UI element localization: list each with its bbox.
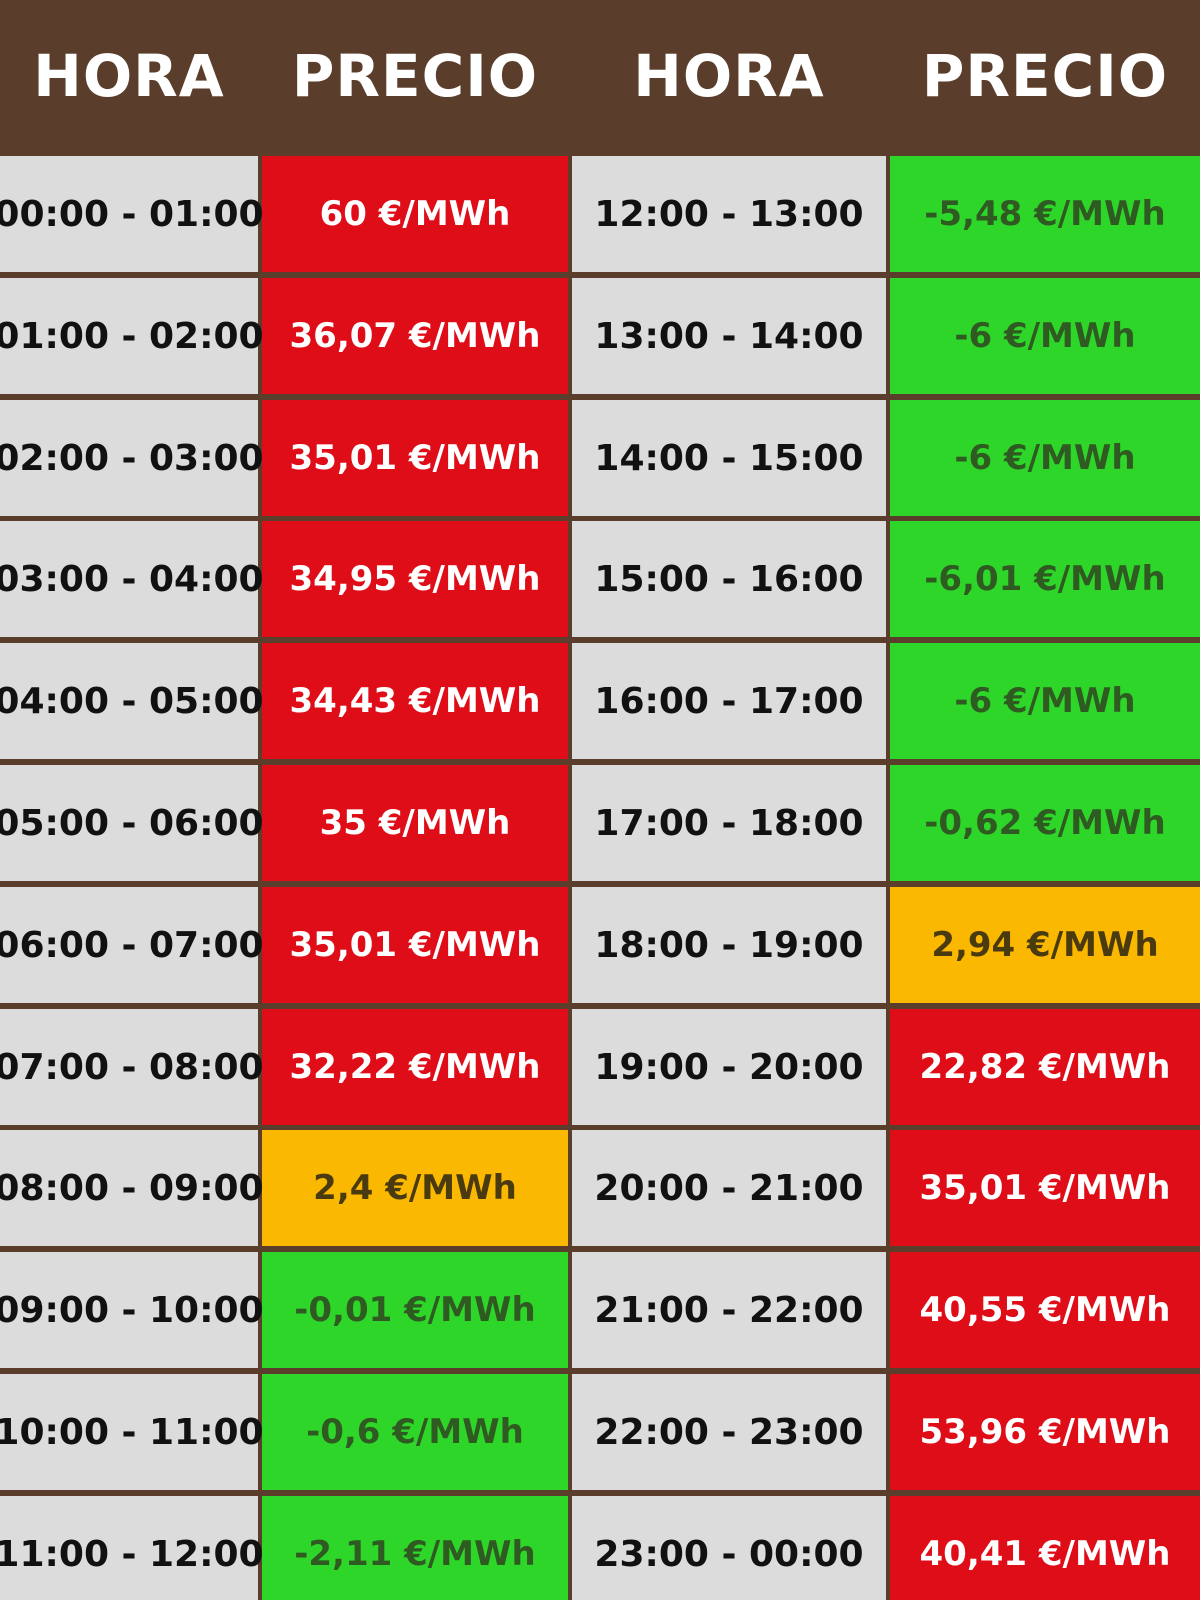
hora-cell: 04:00 - 05:00	[0, 643, 264, 759]
header-precio-right: PRECIO	[921, 42, 1169, 110]
header-hora-right: HORA	[633, 42, 825, 110]
hora-cell: 07:00 - 08:00	[0, 1009, 264, 1125]
precio-cell: 22,82 €/MWh	[890, 1009, 1200, 1125]
hora-cell: 01:00 - 02:00	[0, 278, 264, 394]
precio-cell: 35 €/MWh	[262, 765, 568, 881]
precio-cell: 35,01 €/MWh	[890, 1130, 1200, 1246]
precio-cell: 40,55 €/MWh	[890, 1252, 1200, 1368]
hora-cell: 00:00 - 01:00	[0, 156, 264, 272]
hora-cell: 18:00 - 19:00	[572, 887, 886, 1003]
precio-cell: -0,6 €/MWh	[262, 1374, 568, 1490]
header-precio-left: PRECIO	[291, 42, 539, 110]
hora-cell: 23:00 - 00:00	[572, 1496, 886, 1600]
precio-cell: -2,11 €/MWh	[262, 1496, 568, 1600]
hora-cell: 17:00 - 18:00	[572, 765, 886, 881]
hora-cell: 08:00 - 09:00	[0, 1130, 264, 1246]
precio-cell: -6 €/MWh	[890, 400, 1200, 516]
hora-cell: 20:00 - 21:00	[572, 1130, 886, 1246]
precio-cell: -5,48 €/MWh	[890, 156, 1200, 272]
precio-cell: -6 €/MWh	[890, 643, 1200, 759]
hora-cell: 19:00 - 20:00	[572, 1009, 886, 1125]
hora-cell: 21:00 - 22:00	[572, 1252, 886, 1368]
precio-cell: 35,01 €/MWh	[262, 887, 568, 1003]
precio-cell: 34,43 €/MWh	[262, 643, 568, 759]
hora-cell: 03:00 - 04:00	[0, 521, 264, 637]
precio-cell: 60 €/MWh	[262, 156, 568, 272]
precio-cell: 2,4 €/MWh	[262, 1130, 568, 1246]
hora-cell: 05:00 - 06:00	[0, 765, 264, 881]
hora-cell: 15:00 - 16:00	[572, 521, 886, 637]
precio-cell: 35,01 €/MWh	[262, 400, 568, 516]
hora-cell: 16:00 - 17:00	[572, 643, 886, 759]
hora-cell: 12:00 - 13:00	[572, 156, 886, 272]
precio-cell: 36,07 €/MWh	[262, 278, 568, 394]
header-hora-left: HORA	[33, 42, 225, 110]
precio-cell: 53,96 €/MWh	[890, 1374, 1200, 1490]
precio-cell: 34,95 €/MWh	[262, 521, 568, 637]
hora-cell: 22:00 - 23:00	[572, 1374, 886, 1490]
hora-cell: 10:00 - 11:00	[0, 1374, 264, 1490]
hora-cell: 13:00 - 14:00	[572, 278, 886, 394]
precio-cell: 2,94 €/MWh	[890, 887, 1200, 1003]
precio-cell: 32,22 €/MWh	[262, 1009, 568, 1125]
hora-cell: 14:00 - 15:00	[572, 400, 886, 516]
precio-cell: -6 €/MWh	[890, 278, 1200, 394]
precio-cell: 40,41 €/MWh	[890, 1496, 1200, 1600]
precio-cell: -6,01 €/MWh	[890, 521, 1200, 637]
precio-cell: -0,62 €/MWh	[890, 765, 1200, 881]
hora-cell: 11:00 - 12:00	[0, 1496, 264, 1600]
hora-cell: 06:00 - 07:00	[0, 887, 264, 1003]
hora-cell: 09:00 - 10:00	[0, 1252, 264, 1368]
hora-cell: 02:00 - 03:00	[0, 400, 264, 516]
precio-cell: -0,01 €/MWh	[262, 1252, 568, 1368]
